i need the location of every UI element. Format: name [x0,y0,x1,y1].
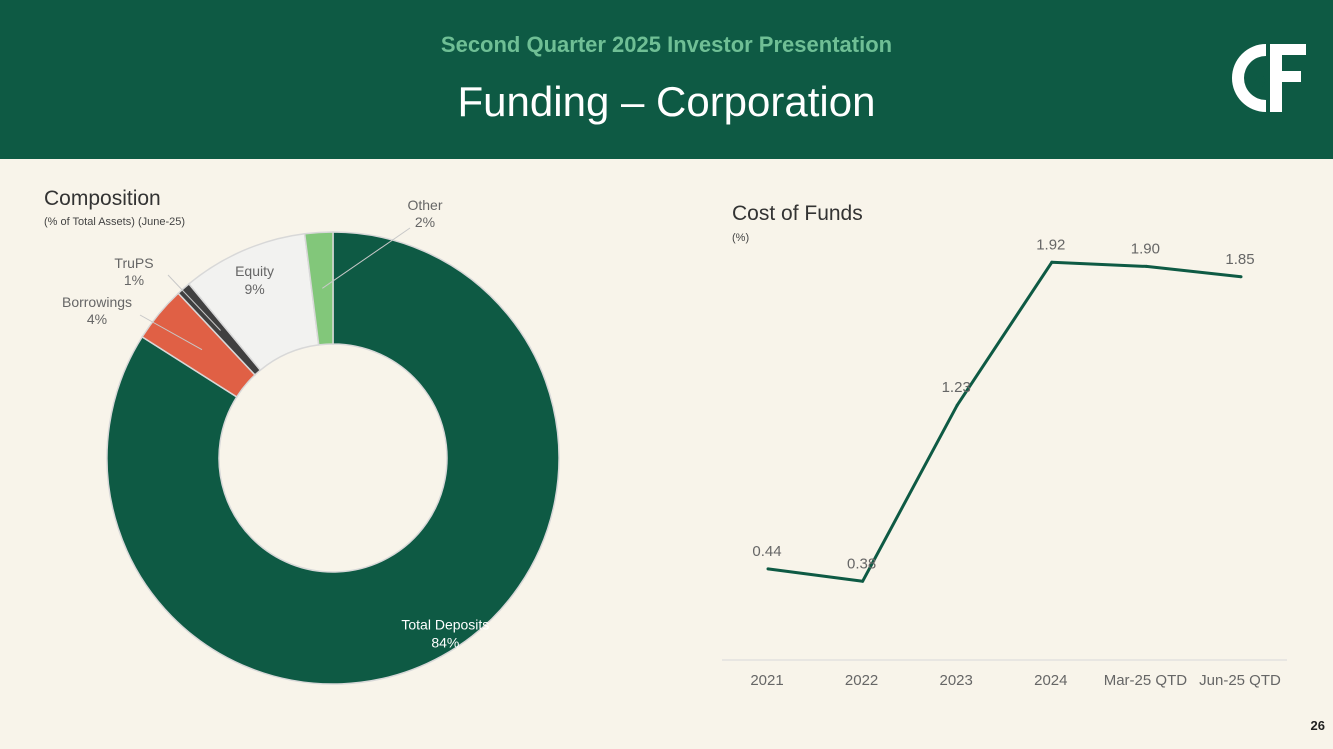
charts-area: Total Deposits84%Borrowings4%TruPS1%Equi… [62,197,1287,689]
x-tick-label: 2022 [845,672,878,689]
svg-text:TruPS: TruPS [114,255,153,271]
x-tick-label: 2021 [750,672,783,689]
company-logo: & [1231,43,1306,112]
data-point [1239,275,1243,279]
presentation-subtitle: Second Quarter 2025 Investor Presentatio… [440,32,893,57]
cost-of-funds-title: Cost of Funds [732,202,863,225]
data-label: 0.44 [752,543,781,560]
composition-title: Composition [44,187,161,210]
data-label: 1.23 [942,379,971,396]
cost-of-funds-line [767,260,1242,583]
header-banner: Second Quarter 2025 Investor Presentatio… [0,0,1333,159]
x-tick-label: 2024 [1034,672,1067,689]
svg-text:84%: 84% [431,634,459,650]
composition-donut-chart: Total Deposits84%Borrowings4%TruPS1%Equi… [62,197,560,685]
data-label: 0.38 [847,555,876,572]
slice-label-equity: Equity 9% [235,263,274,297]
svg-text:1%: 1% [124,272,144,288]
data-point [1144,264,1148,268]
slice-label-deposits: Total Deposits 84% [401,616,489,650]
composition-subtitle: (% of Total Assets) (June-25) [44,216,186,228]
cost-of-funds-subtitle: (%) [732,232,750,244]
data-point [766,567,770,571]
x-tick-label: Mar-25 QTD [1104,672,1188,689]
data-label: 1.85 [1225,251,1254,268]
slice-other [303,231,334,346]
page-number: 26 [1310,718,1325,733]
svg-text:Total Deposits: Total Deposits [401,616,489,632]
x-tick-label: 2023 [940,672,973,689]
svg-text:Other: Other [407,197,442,213]
svg-text:2%: 2% [415,214,435,230]
data-point [1050,260,1054,264]
x-tick-label: Jun-25 QTD [1199,672,1281,689]
data-point [861,579,865,583]
svg-text:9%: 9% [244,281,264,297]
cost-of-funds-line-chart: 0.44 0.38 1.23 1.92 1.90 1.85 2021 2022 2023 2024… [722,236,1287,689]
data-point [955,403,959,407]
svg-text:&: & [1251,68,1270,94]
data-label: 1.92 [1036,236,1065,253]
svg-text:4%: 4% [87,311,107,327]
data-label: 1.90 [1131,240,1160,257]
page-title: Funding – Corporation [457,78,876,125]
slice-deposits [106,231,560,685]
svg-text:Borrowings: Borrowings [62,294,132,310]
svg-text:Equity: Equity [235,263,274,279]
